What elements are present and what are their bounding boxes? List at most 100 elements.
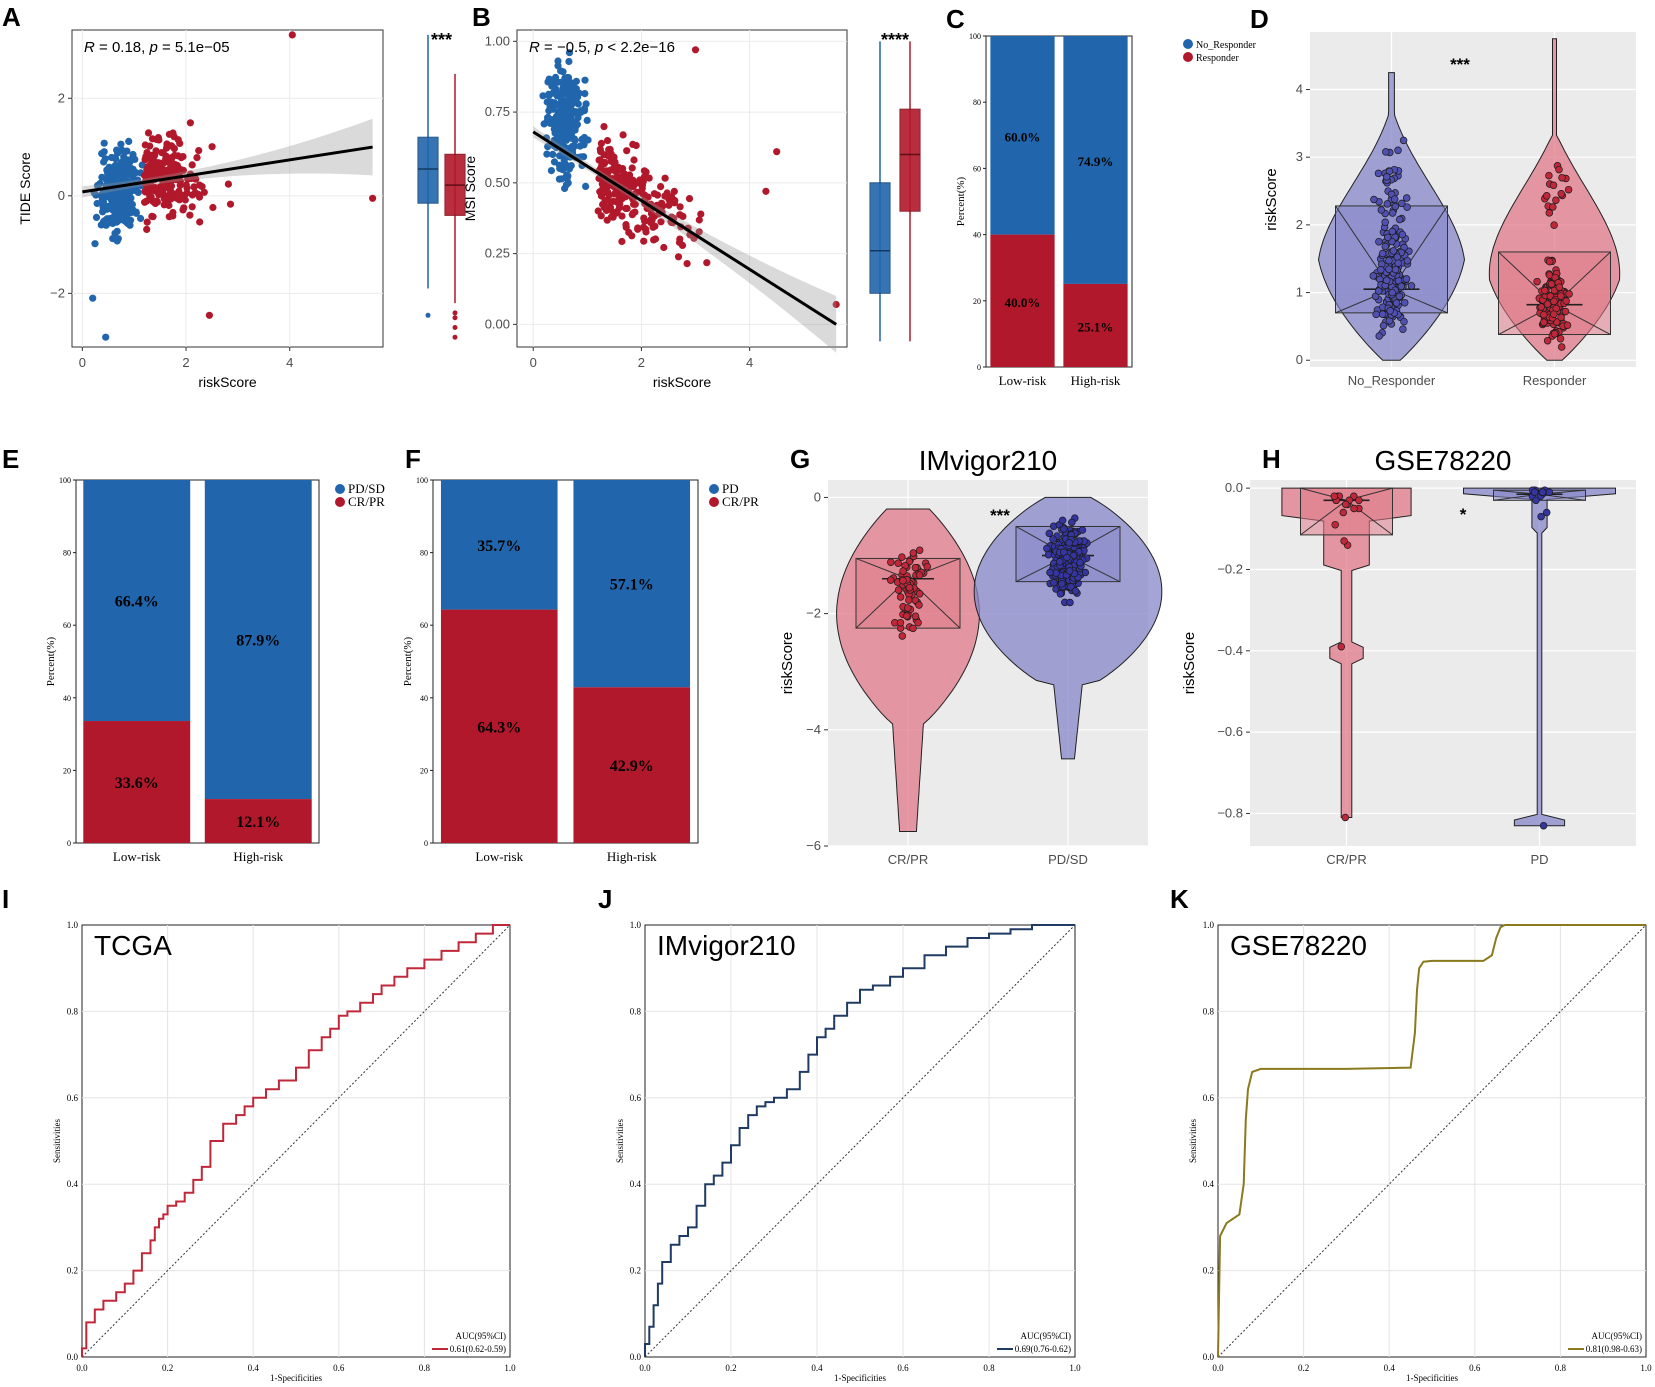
jitter-point <box>1565 290 1573 298</box>
panel-c-stacked-bar: 60.0% 40.0% Low-risk 74.9% 25.1% High-risk 0 20… <box>955 32 1257 388</box>
scatter-point <box>205 311 213 319</box>
x-tick-label: 1.0 <box>504 1363 516 1373</box>
scatter-point <box>618 237 626 246</box>
panel-d-violin: No_Responder Responder 0 1 2 3 4 riskScore *** <box>1263 32 1636 388</box>
y-tick-label: 0.0 <box>1225 480 1243 495</box>
jitter-point <box>911 563 920 572</box>
y-tick-label: 0.8 <box>67 1006 79 1016</box>
chart-title: TCGA <box>94 930 172 961</box>
x-tick-label: High-risk <box>233 849 283 864</box>
scatter-point <box>583 116 591 124</box>
panel-label-e: E <box>2 444 19 474</box>
regression-line <box>532 130 837 326</box>
scatter-point <box>99 218 108 226</box>
jitter-point <box>1543 300 1552 308</box>
jitter-point <box>894 586 903 594</box>
scatter-point <box>109 235 117 243</box>
scatter-point <box>559 85 567 93</box>
scatter-point <box>551 86 560 94</box>
scatter-point <box>559 166 567 174</box>
y-tick-label: 20 <box>973 297 981 306</box>
jitter-point <box>1355 496 1363 505</box>
data-label: 42.9% <box>610 758 654 775</box>
jitter-point <box>1540 318 1548 327</box>
jitter-point <box>1537 512 1545 521</box>
panel-label-k: K <box>1170 884 1189 914</box>
jitter-point <box>1550 297 1558 306</box>
scatter-point <box>117 186 126 194</box>
scatter-point <box>113 218 121 226</box>
jitter-point <box>1403 203 1411 211</box>
scatter-point <box>562 134 570 142</box>
jitter-point <box>1563 321 1572 329</box>
jitter-point <box>1543 336 1552 345</box>
y-tick-label: −0.8 <box>1217 805 1243 820</box>
jitter-point <box>1377 206 1386 214</box>
scatter-point <box>597 212 605 220</box>
panel-label-h: H <box>1262 444 1281 474</box>
scatter-point <box>128 200 136 209</box>
scatter-point <box>196 218 204 226</box>
panel-label-c: C <box>946 4 965 34</box>
jitter-point <box>1545 171 1553 180</box>
y-axis-title: Sensitivities <box>52 1119 62 1164</box>
legend-label: 0.81(0.98-0.63) <box>1586 1344 1642 1354</box>
scatter-point <box>208 143 216 151</box>
scatter-point <box>603 137 612 145</box>
scatter-point <box>179 206 187 214</box>
scatter-point <box>685 195 694 203</box>
jitter-point <box>1398 230 1407 239</box>
jitter-point <box>1555 165 1563 174</box>
x-tick-label: 0.0 <box>639 1363 651 1373</box>
legend-label: PD <box>722 481 739 496</box>
bar-segment-CR/PR <box>83 721 191 843</box>
y-tick-label: 0.50 <box>485 175 510 190</box>
panel-i-roc: 0.00.0 0.2 0.2 0.4 0.4 0.6 0.6 0.8 0.8 1.0 1.0 TCGA… <box>52 920 516 1383</box>
scatter-point <box>167 142 176 150</box>
jitter-point <box>1066 598 1074 607</box>
y-tick-label: 0 <box>1296 352 1303 367</box>
scatter-point <box>631 200 639 208</box>
jitter-point <box>1331 520 1339 529</box>
scatter-point <box>629 176 637 184</box>
jitter-point <box>898 632 907 640</box>
scatter-point <box>558 140 566 148</box>
scatter-point <box>144 129 153 137</box>
jitter-point <box>1377 266 1385 274</box>
scatter-point <box>564 109 572 117</box>
scatter-point <box>550 78 558 86</box>
stat-part: = 0.18, <box>95 39 150 56</box>
scatter-point <box>171 161 179 169</box>
scatter-point <box>649 223 657 231</box>
scatter-point <box>596 145 604 153</box>
y-tick-label: 1.0 <box>630 920 642 930</box>
jitter-point <box>909 624 917 633</box>
jitter-point <box>1400 317 1408 326</box>
x-tick-label: 0.2 <box>1298 1363 1309 1373</box>
scatter-point <box>540 120 548 128</box>
jitter-point <box>1350 504 1358 513</box>
jitter-point <box>1388 288 1397 297</box>
scatter-point <box>623 147 631 155</box>
roc-curve <box>81 924 510 1357</box>
y-tick-label: 80 <box>420 549 428 558</box>
legend-marker <box>1183 52 1193 62</box>
scatter-point <box>191 189 199 197</box>
scatter-point <box>124 220 132 228</box>
scatter-point <box>670 187 678 195</box>
scatter-point <box>100 158 108 166</box>
y-tick-label: 2 <box>1296 217 1303 232</box>
scatter-point <box>113 227 121 235</box>
x-axis-title: 1-Specificities <box>270 1373 322 1383</box>
data-label: 87.9% <box>236 633 280 650</box>
scatter-point <box>607 157 616 165</box>
scatter-point <box>165 170 173 178</box>
scatter-point <box>565 90 574 98</box>
jitter-point <box>1056 558 1064 566</box>
scatter-point <box>697 210 705 218</box>
y-axis-title: Percent(%) <box>955 176 967 226</box>
x-tick-label: 0 <box>79 355 86 370</box>
scatter-point <box>143 225 151 233</box>
data-label: 57.1% <box>610 577 654 594</box>
x-tick-label: 0.8 <box>419 1363 431 1373</box>
